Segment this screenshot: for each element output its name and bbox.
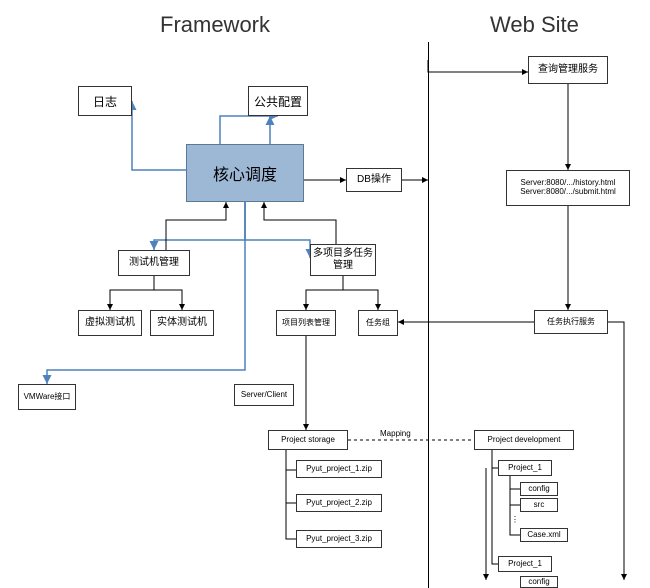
node-testmgr: 测试机管理 — [118, 250, 190, 276]
node-taskgrp: 任务组 — [358, 310, 398, 336]
node-dbop: DB操作 — [346, 168, 402, 192]
node-zip3: Pyut_project_3.zip — [296, 530, 382, 548]
node-querysvc: 查询管理服务 — [528, 56, 608, 84]
node-proj1a: Project_1 — [498, 460, 552, 476]
node-proj1b: Project_1 — [498, 556, 552, 572]
node-zip2: Pyut_project_2.zip — [296, 494, 382, 512]
node-casexml: Case.xml — [520, 528, 568, 542]
mapping-label: Mapping — [380, 429, 411, 438]
node-execsvc: 任务执行服务 — [534, 310, 608, 334]
node-core: 核心调度 — [186, 144, 304, 202]
node-zip1: Pyut_project_1.zip — [296, 460, 382, 478]
node-src: src — [520, 498, 558, 512]
node-realtest: 实体测试机 — [150, 310, 214, 336]
section-divider — [428, 42, 429, 588]
title-framework: Framework — [160, 12, 270, 38]
node-projlist: 项目列表管理 — [276, 310, 336, 336]
node-cfg: config — [520, 482, 558, 496]
node-pubcfg: 公共配置 — [248, 86, 308, 116]
node-log: 日志 — [78, 86, 132, 116]
node-serverurl: Server:8080/.../history.html Server:8080… — [506, 170, 630, 206]
node-vmtest: 虚拟测试机 — [78, 310, 142, 336]
node-multitask: 多项目多任务管理 — [310, 244, 376, 276]
svg-text:⋮: ⋮ — [511, 515, 519, 524]
node-projdev: Project development — [474, 430, 574, 450]
node-cfg2: config — [520, 576, 558, 588]
node-projstor: Project storage — [268, 430, 348, 450]
node-vmware: VMWare接口 — [18, 384, 76, 410]
title-website: Web Site — [490, 12, 579, 38]
node-servercli: Server/Client — [234, 384, 294, 406]
